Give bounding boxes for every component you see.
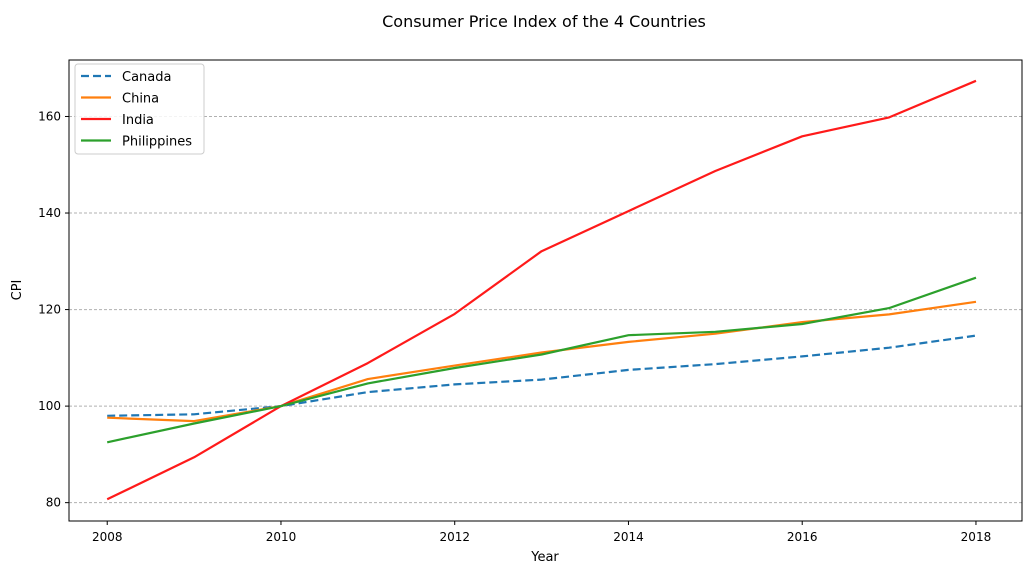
x-tick-label: 2008 [92,530,123,544]
y-tick-label: 120 [38,303,61,317]
y-tick-label: 100 [38,399,61,413]
series-line-india [106,79,977,501]
chart-title: Consumer Price Index of the 4 Countries [382,12,706,31]
gridlines [69,115,1022,504]
series-lines [106,79,977,501]
y-tick-label: 80 [46,496,61,510]
legend: Canada China India Philippines [74,63,205,155]
legend-label-china: China [122,92,159,107]
y-axis-label: CPI [10,280,25,301]
y-axis-ticks: 80 100 120 140 160 [38,109,69,510]
x-axis-label: Year [530,550,559,565]
legend-label-philippines: Philippines [122,135,192,150]
legend-label-canada: Canada [122,70,171,85]
x-tick-label: 2016 [787,530,818,544]
legend-label-india: India [122,113,154,128]
x-tick-label: 2010 [266,530,297,544]
x-tick-label: 2018 [961,530,992,544]
series-line-china [107,300,977,423]
x-tick-label: 2014 [613,530,644,544]
plot-frame [68,59,1023,522]
y-tick-label: 160 [38,109,61,123]
legend-box [74,63,205,155]
series-line-philippines [106,276,977,444]
y-tick-label: 140 [38,206,61,220]
x-axis-ticks: 2008 2010 2012 2014 2016 2018 [92,521,991,544]
x-tick-label: 2012 [439,530,470,544]
series-line-canada [107,334,977,417]
